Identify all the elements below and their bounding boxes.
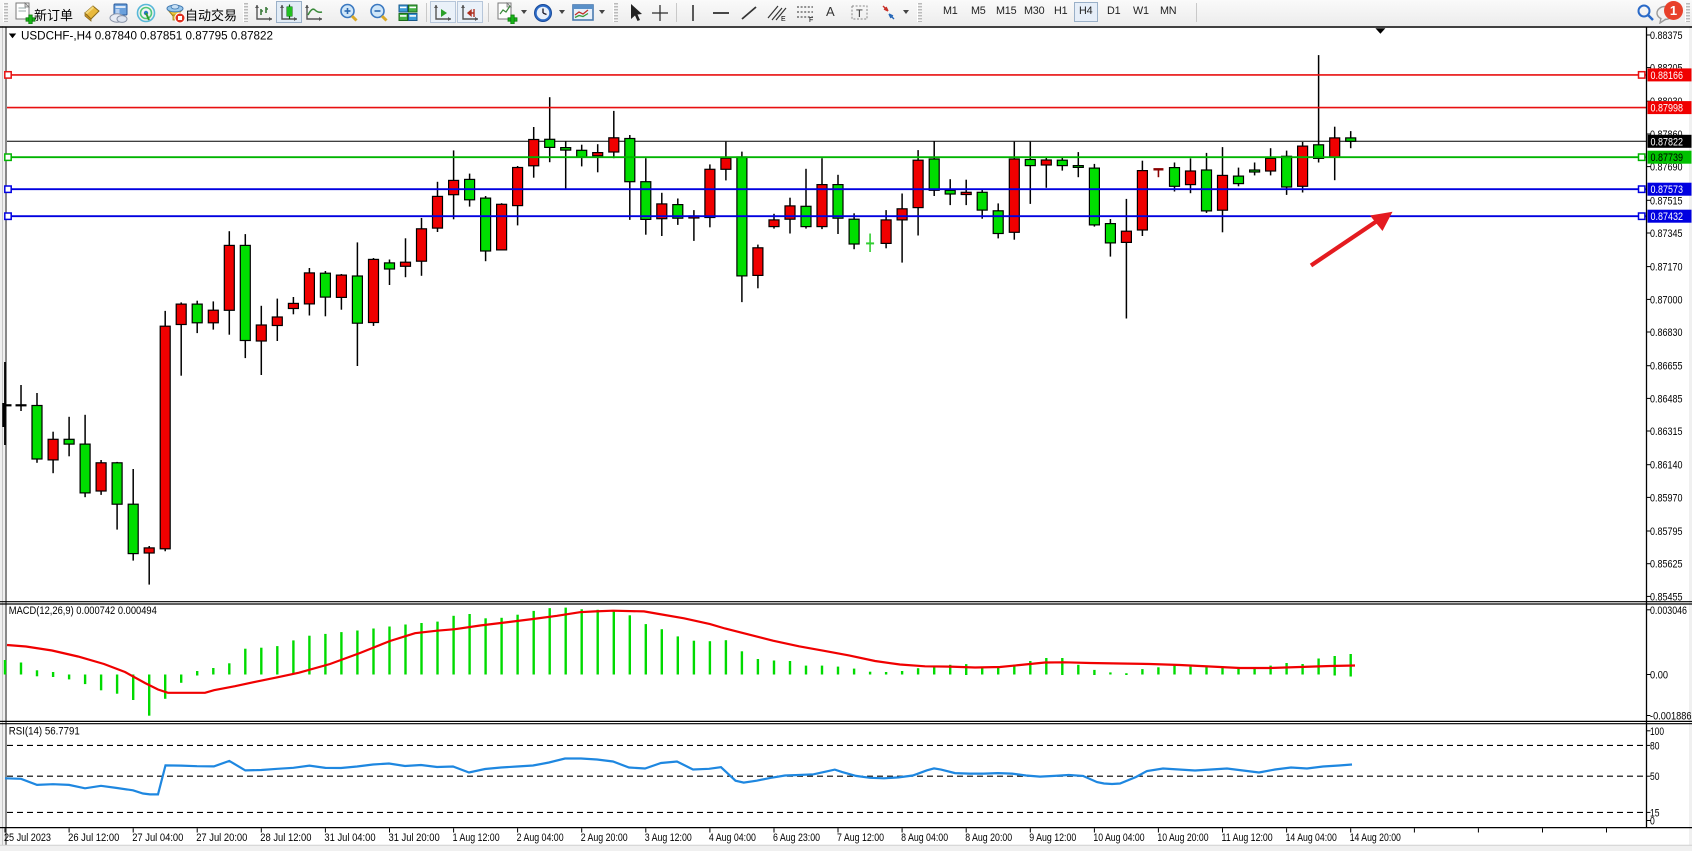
svg-text:2 Aug 04:00: 2 Aug 04:00 bbox=[517, 832, 564, 844]
svg-text:8 Aug 20:00: 8 Aug 20:00 bbox=[965, 832, 1012, 844]
svg-text:0.85970: 0.85970 bbox=[1650, 492, 1683, 504]
svg-text:0.86655: 0.86655 bbox=[1650, 361, 1683, 373]
svg-text:6 Aug 23:00: 6 Aug 23:00 bbox=[773, 832, 820, 844]
svg-text:0.86315: 0.86315 bbox=[1650, 426, 1683, 438]
svg-text:8 Aug 04:00: 8 Aug 04:00 bbox=[901, 832, 948, 844]
svg-text:14 Aug 20:00: 14 Aug 20:00 bbox=[1350, 832, 1401, 844]
svg-text:4 Aug 04:00: 4 Aug 04:00 bbox=[709, 832, 756, 844]
svg-text:28 Jul 12:00: 28 Jul 12:00 bbox=[260, 832, 311, 844]
svg-text:USDCHF-,H4 0.87840 0.87851 0.: USDCHF-,H4 0.87840 0.87851 0.87795 0.878… bbox=[21, 31, 273, 43]
svg-text:MACD(12,26,9) 0.000742 0.00049: MACD(12,26,9) 0.000742 0.000494 bbox=[9, 605, 157, 617]
svg-text:10 Aug 04:00: 10 Aug 04:00 bbox=[1093, 832, 1144, 844]
svg-text:0.88166: 0.88166 bbox=[1651, 70, 1684, 82]
svg-text:0.86485: 0.86485 bbox=[1650, 393, 1683, 405]
svg-text:0.87998: 0.87998 bbox=[1651, 103, 1684, 115]
svg-text:25 Jul 2023: 25 Jul 2023 bbox=[4, 832, 51, 844]
svg-text:0.85795: 0.85795 bbox=[1650, 526, 1683, 538]
svg-text:T: T bbox=[856, 8, 863, 20]
svg-text:0.86830: 0.86830 bbox=[1650, 327, 1683, 339]
svg-text:0.87822: 0.87822 bbox=[1651, 136, 1684, 148]
svg-text:10 Aug 20:00: 10 Aug 20:00 bbox=[1157, 832, 1208, 844]
svg-text:0.88375: 0.88375 bbox=[1650, 30, 1683, 42]
svg-text:0.87000: 0.87000 bbox=[1650, 294, 1683, 306]
svg-text:14 Aug 04:00: 14 Aug 04:00 bbox=[1286, 832, 1337, 844]
svg-text:0.86140: 0.86140 bbox=[1650, 460, 1683, 472]
svg-text:E: E bbox=[781, 16, 786, 23]
svg-text:RSI(14) 56.7791: RSI(14) 56.7791 bbox=[9, 726, 80, 738]
svg-text:26 Jul 12:00: 26 Jul 12:00 bbox=[68, 832, 119, 844]
svg-text:80: 80 bbox=[1650, 740, 1660, 752]
svg-text:0.003046: 0.003046 bbox=[1650, 605, 1687, 617]
svg-text:0.85455: 0.85455 bbox=[1650, 591, 1683, 603]
svg-text:0.87690: 0.87690 bbox=[1650, 162, 1683, 174]
svg-text:0.87573: 0.87573 bbox=[1651, 184, 1684, 196]
svg-text:0.87739: 0.87739 bbox=[1651, 152, 1684, 164]
svg-text:3 Aug 12:00: 3 Aug 12:00 bbox=[645, 832, 692, 844]
svg-text:1 Aug 12:00: 1 Aug 12:00 bbox=[453, 832, 500, 844]
svg-text:11 Aug 12:00: 11 Aug 12:00 bbox=[1222, 832, 1273, 844]
svg-text:0.87432: 0.87432 bbox=[1651, 211, 1684, 223]
svg-text:31 Jul 04:00: 31 Jul 04:00 bbox=[324, 832, 375, 844]
svg-text:0.87515: 0.87515 bbox=[1650, 195, 1683, 207]
svg-text:0.85625: 0.85625 bbox=[1650, 559, 1683, 571]
svg-text:50: 50 bbox=[1650, 771, 1660, 783]
svg-text:27 Jul 20:00: 27 Jul 20:00 bbox=[196, 832, 247, 844]
svg-text:0.87345: 0.87345 bbox=[1650, 228, 1683, 240]
svg-text:7 Aug 12:00: 7 Aug 12:00 bbox=[837, 832, 884, 844]
svg-text:15: 15 bbox=[1650, 807, 1660, 819]
svg-text:-0.001886: -0.001886 bbox=[1650, 711, 1692, 723]
svg-text:0.00: 0.00 bbox=[1650, 670, 1668, 682]
svg-text:27 Jul 04:00: 27 Jul 04:00 bbox=[132, 832, 183, 844]
svg-text:9 Aug 12:00: 9 Aug 12:00 bbox=[1029, 832, 1076, 844]
svg-text:2 Aug 20:00: 2 Aug 20:00 bbox=[581, 832, 628, 844]
svg-text:100: 100 bbox=[1650, 726, 1664, 738]
svg-text:31 Jul 20:00: 31 Jul 20:00 bbox=[389, 832, 440, 844]
svg-text:0.87170: 0.87170 bbox=[1650, 262, 1683, 274]
svg-text:0: 0 bbox=[1650, 816, 1655, 828]
svg-text:F: F bbox=[809, 17, 813, 23]
